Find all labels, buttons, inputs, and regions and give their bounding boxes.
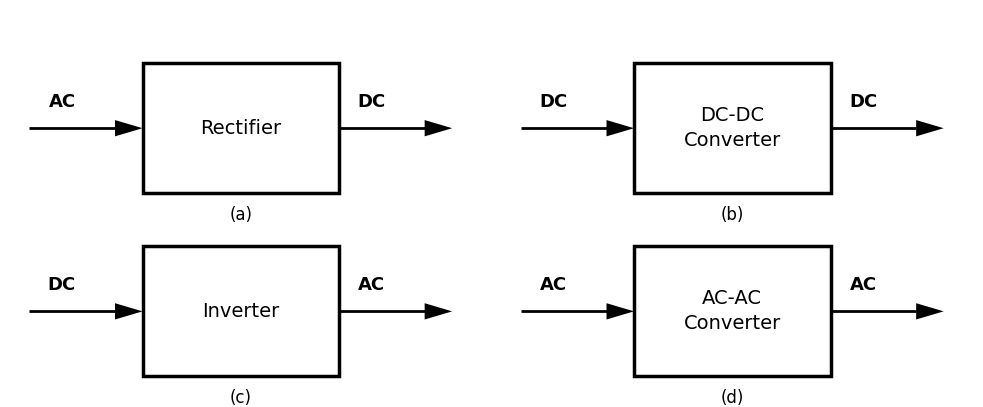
Text: DC-DC
Converter: DC-DC Converter — [684, 106, 781, 150]
Polygon shape — [425, 120, 452, 136]
Text: DC: DC — [540, 93, 567, 111]
Text: DC: DC — [358, 93, 385, 111]
Polygon shape — [607, 120, 634, 136]
Text: AC: AC — [849, 276, 877, 294]
Bar — [634, 63, 831, 193]
Text: AC-AC
Converter: AC-AC Converter — [684, 289, 781, 333]
Polygon shape — [115, 120, 143, 136]
Text: DC: DC — [48, 276, 76, 294]
Text: AC: AC — [48, 93, 76, 111]
Text: (a): (a) — [229, 206, 253, 223]
Polygon shape — [425, 303, 452, 319]
Bar — [634, 246, 831, 376]
Text: DC: DC — [849, 93, 877, 111]
Polygon shape — [607, 303, 634, 319]
Bar — [143, 246, 339, 376]
Text: (d): (d) — [721, 389, 744, 407]
Text: Rectifier: Rectifier — [201, 119, 281, 138]
Bar — [143, 63, 339, 193]
Text: AC: AC — [540, 276, 567, 294]
Text: (c): (c) — [230, 389, 252, 407]
Polygon shape — [916, 303, 944, 319]
Text: Inverter: Inverter — [202, 302, 279, 321]
Text: (b): (b) — [721, 206, 744, 223]
Polygon shape — [115, 303, 143, 319]
Polygon shape — [916, 120, 944, 136]
Text: AC: AC — [358, 276, 385, 294]
